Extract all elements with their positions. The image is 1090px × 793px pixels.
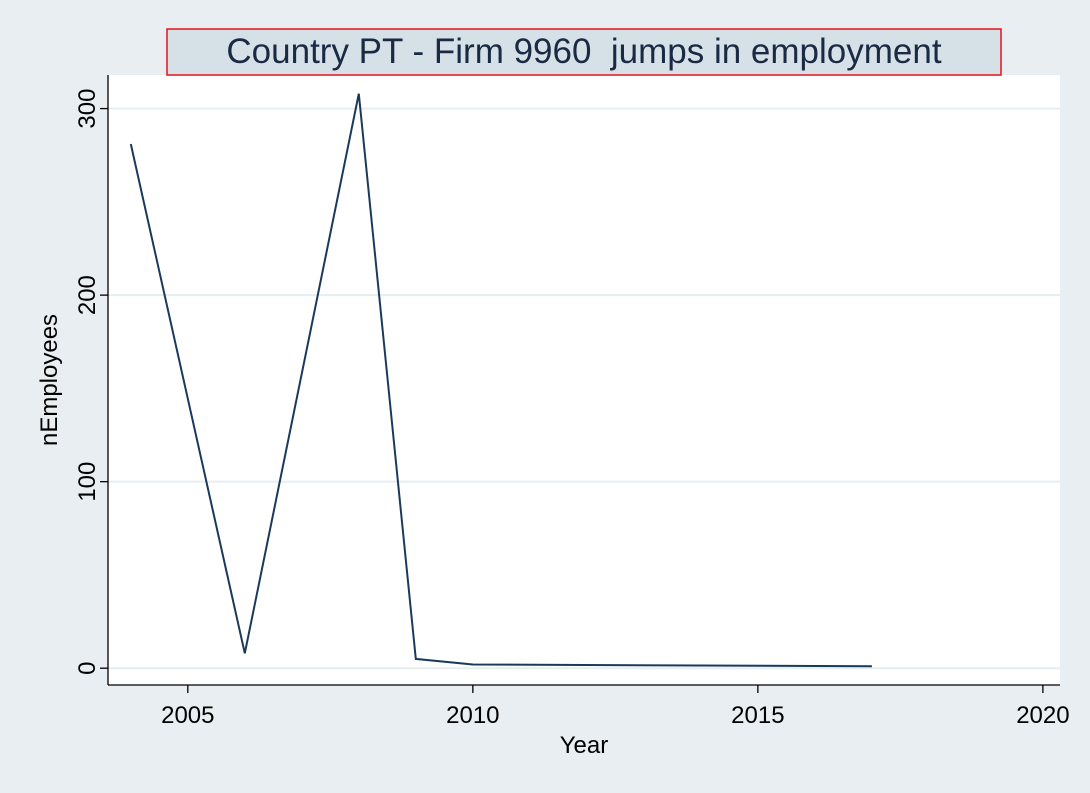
chart-title-box [166,28,1002,76]
x-tick-label: 2010 [446,702,499,729]
x-tick-label: 2020 [1016,702,1069,729]
grid-lines [108,107,1060,670]
axis-ticks: 0 100 200 300 2005 2010 2015 2020 [74,89,1070,729]
plot-area [108,75,1060,685]
y-tick-label: 100 [74,462,101,502]
x-tick-label: 2015 [731,702,784,729]
y-tick-label: 300 [74,89,101,129]
y-tick-label: 200 [74,275,101,315]
x-tick-label: 2005 [161,702,214,729]
chart-title: Country PT - Firm 9960 jumps in employme… [226,32,941,71]
y-tick-label: 0 [74,662,101,675]
series-layer [129,93,872,668]
x-axis-label: Year [560,732,609,759]
y-axis-label: nEmployees [36,314,63,446]
series-line-1 [129,93,872,668]
